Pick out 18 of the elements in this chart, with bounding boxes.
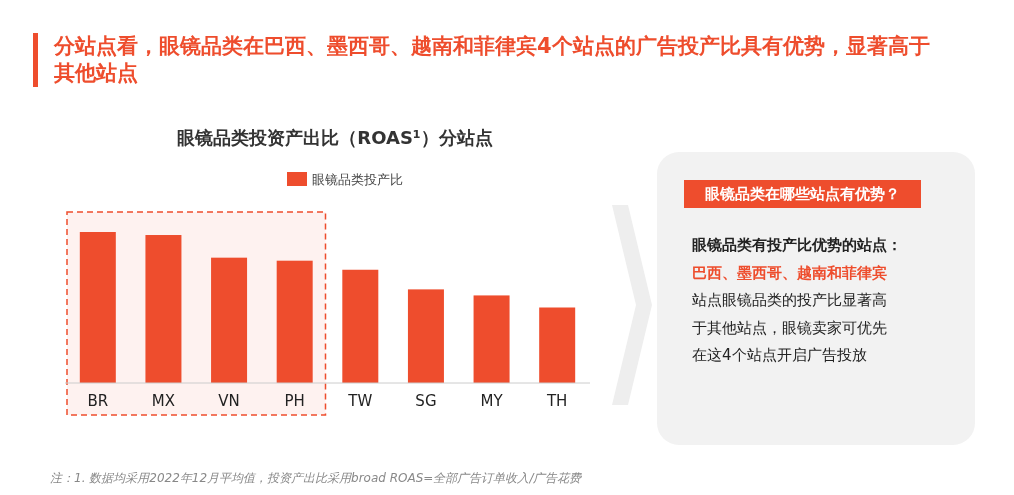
- x-tick-label: TW: [347, 392, 373, 410]
- text: 站点眼镜品类的投产比显著高: [692, 291, 887, 309]
- text: 在这4个站点开启广告投放: [692, 346, 867, 364]
- x-tick-label: BR: [87, 392, 109, 410]
- legend-label: 眼镜品类投产比: [312, 172, 403, 187]
- chart-title: 眼镜品类投资产出比（ROAS¹）分站点: [177, 127, 493, 148]
- x-tick-label: SG: [415, 392, 437, 410]
- x-tick-label: PH: [284, 392, 305, 410]
- text: 于其他站点，眼镜卖家可优先: [692, 318, 887, 337]
- x-tick-label: MY: [480, 392, 504, 410]
- x-tick-label: TH: [545, 392, 568, 410]
- text: 注：1. 数据均采用2022年12月平均值，投资产出比采用broad ROAS=全部广告订单收入/广告花费: [50, 470, 582, 487]
- text: 分站点看，眼镜品类在巴西、墨西哥、越南和菲律宾4个站点的广告投产比具有优势，显著高于其他站点: [33, 33, 934, 87]
- text: 巴西、墨西哥、越南和菲律宾: [692, 263, 887, 282]
- x-tick-label: MX: [151, 392, 176, 410]
- text: 眼镜品类在哪些站点有优势？: [704, 185, 900, 203]
- text: 眼镜品类有投产比优势的站点：: [692, 236, 902, 254]
- x-tick-label: VN: [218, 392, 240, 410]
